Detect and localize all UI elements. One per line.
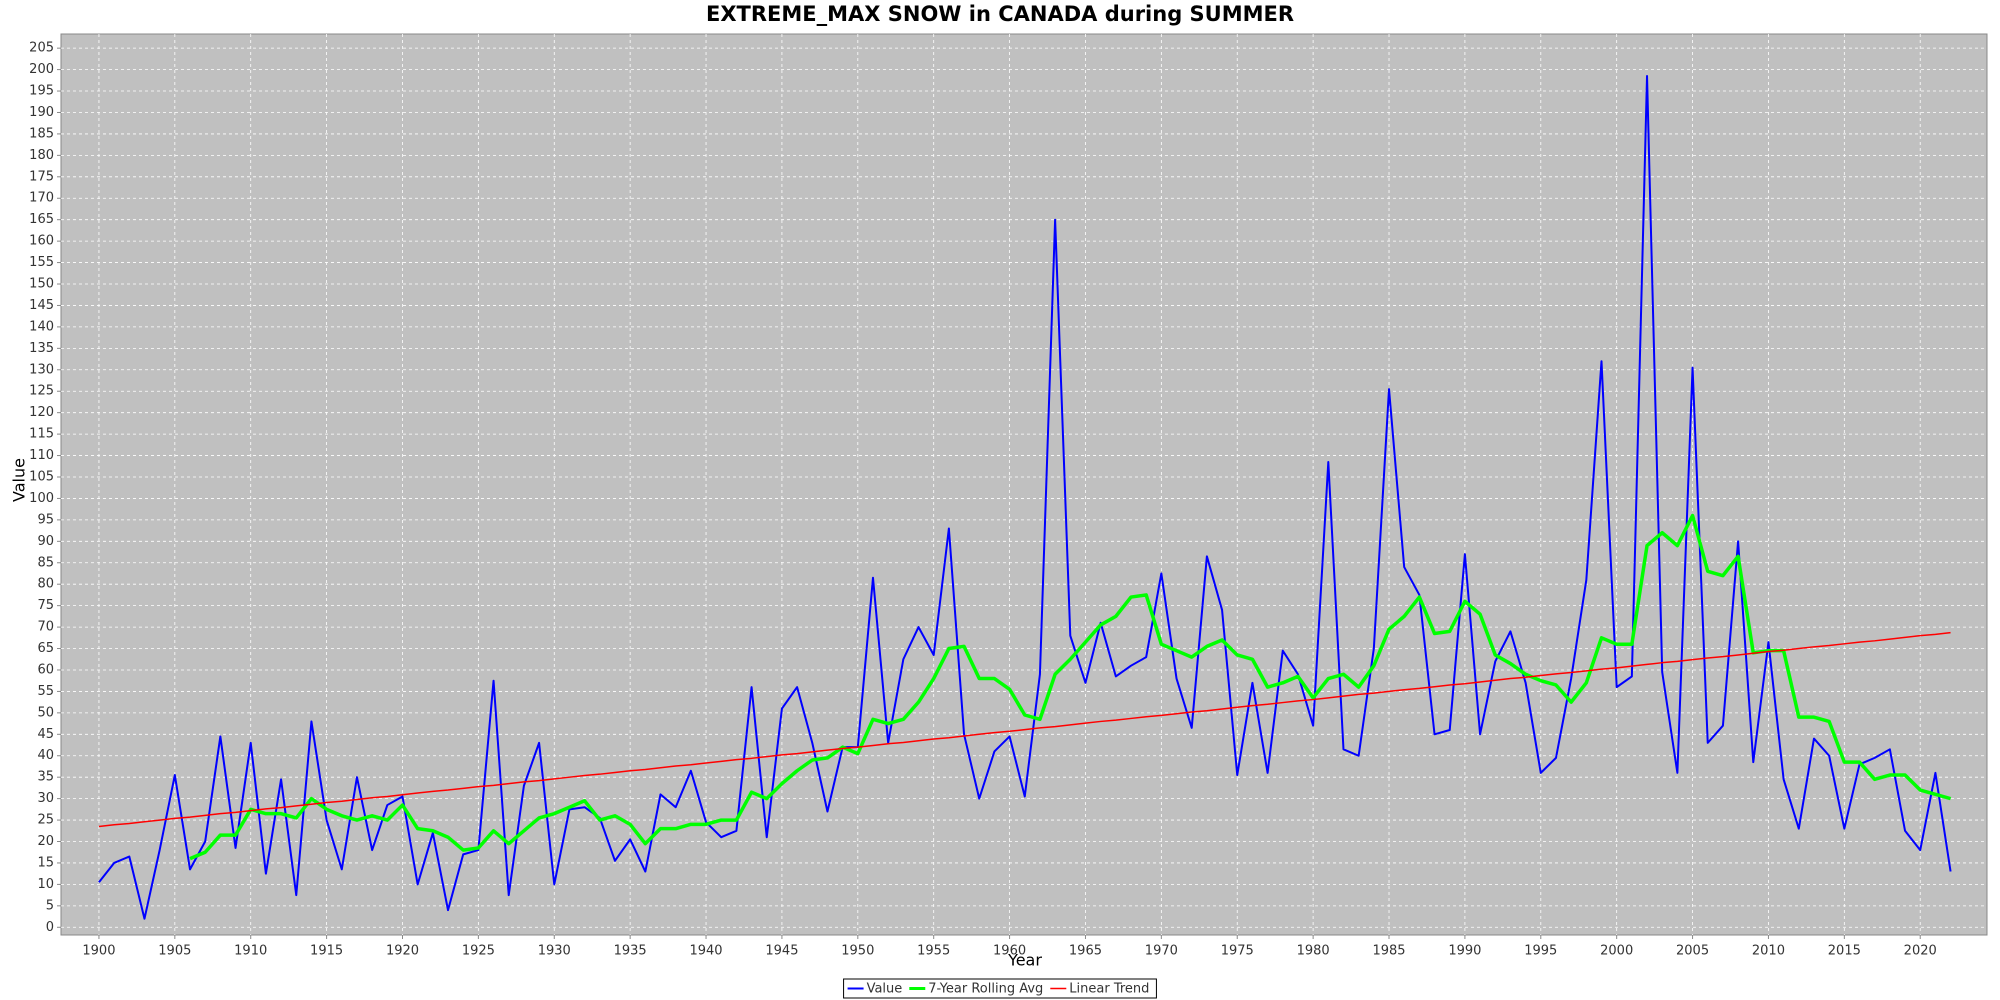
x-tick-label: 1900 — [82, 944, 115, 959]
y-tick-label: 50 — [37, 705, 54, 720]
y-tick-label: 105 — [29, 469, 54, 484]
legend-box — [843, 978, 1157, 999]
y-tick-label: 185 — [29, 126, 54, 141]
x-tick-label: 2005 — [1676, 944, 1709, 959]
y-tick-label: 95 — [37, 512, 54, 527]
y-tick-label: 200 — [29, 62, 54, 77]
legend-label: Value — [867, 982, 903, 997]
y-tick-label: 190 — [29, 105, 54, 120]
legend-label: 7-Year Rolling Avg — [928, 982, 1043, 997]
y-tick-label: 85 — [37, 555, 54, 570]
y-tick-label: 135 — [29, 341, 54, 356]
y-tick-label: 195 — [29, 84, 54, 99]
y-axis-label: Value — [10, 458, 29, 502]
y-tick-label: 40 — [37, 748, 54, 763]
x-tick-label: 1950 — [841, 944, 874, 959]
x-tick-label: 1915 — [310, 944, 343, 959]
x-tick-label: 2000 — [1600, 944, 1633, 959]
x-tick-label: 1970 — [1145, 944, 1178, 959]
x-tick-label: 2015 — [1828, 944, 1861, 959]
series-line — [98, 75, 1952, 920]
x-tick-label: 1995 — [1524, 944, 1557, 959]
y-tick-label: 75 — [37, 598, 54, 613]
y-tick-label: 115 — [29, 427, 54, 442]
y-tick-label: 30 — [37, 791, 54, 806]
legend: Value 7-Year Rolling Avg Linear Trend — [843, 978, 1157, 999]
series-line — [98, 631, 1951, 828]
x-axis-label: Year — [1007, 951, 1042, 970]
y-tick-label: 155 — [29, 255, 54, 270]
y-tick-label: 180 — [29, 148, 54, 163]
y-tick-label: 120 — [29, 405, 54, 420]
y-tick-label: 60 — [37, 662, 54, 677]
y-tick-label: 140 — [29, 319, 54, 334]
y-tick-label: 125 — [29, 384, 54, 399]
x-tick-label: 1910 — [234, 944, 267, 959]
y-tick-label: 80 — [37, 577, 54, 592]
x-tick-label: 1955 — [917, 944, 950, 959]
y-tick-label: 100 — [29, 491, 54, 506]
chart-title: EXTREME_MAX SNOW in CANADA during SUMMER — [706, 2, 1294, 26]
y-tick-label: 90 — [37, 534, 54, 549]
y-tick-label: 150 — [29, 277, 54, 292]
y-tick-label: 55 — [37, 684, 54, 699]
x-tick-label: 1940 — [689, 944, 722, 959]
y-tick-label: 130 — [29, 362, 54, 377]
y-tick-label: 160 — [29, 234, 54, 249]
x-tick-label: 1935 — [614, 944, 647, 959]
y-tick-label: 175 — [29, 169, 54, 184]
y-tick-label: 145 — [29, 298, 54, 313]
x-tick-label: 1960 — [993, 944, 1026, 959]
x-tick-label: 1975 — [1221, 944, 1254, 959]
y-tick-label: 0 — [46, 920, 54, 935]
x-tick-label: 1920 — [386, 944, 419, 959]
y-tick-label: 10 — [37, 877, 54, 892]
x-tick-label: 1990 — [1448, 944, 1481, 959]
x-tick-label: 1965 — [1069, 944, 1102, 959]
x-tick-label: 1925 — [462, 944, 495, 959]
y-tick-label: 110 — [29, 448, 54, 463]
y-tick-label: 165 — [29, 212, 54, 227]
x-tick-label: 1945 — [765, 944, 798, 959]
y-tick-label: 25 — [37, 813, 54, 828]
x-tick-label: 1930 — [538, 944, 571, 959]
x-tick-label: 1905 — [158, 944, 191, 959]
y-tick-label: 20 — [37, 834, 54, 849]
series-line — [189, 513, 1952, 861]
y-tick-label: 15 — [37, 855, 54, 870]
y-tick-label: 170 — [29, 191, 54, 206]
y-tick-label: 45 — [37, 727, 54, 742]
x-tick-label: 1980 — [1297, 944, 1330, 959]
y-tick-label: 70 — [37, 620, 54, 635]
y-tick-label: 5 — [46, 898, 54, 913]
x-tick-label: 2020 — [1904, 944, 1937, 959]
y-tick-label: 65 — [37, 641, 54, 656]
x-tick-label: 1985 — [1372, 944, 1405, 959]
x-tick-label: 2010 — [1752, 944, 1785, 959]
legend-label: Linear Trend — [1069, 982, 1149, 997]
y-tick-label: 35 — [37, 770, 54, 785]
y-tick-label: 205 — [29, 41, 54, 56]
plot-background — [60, 33, 1988, 936]
